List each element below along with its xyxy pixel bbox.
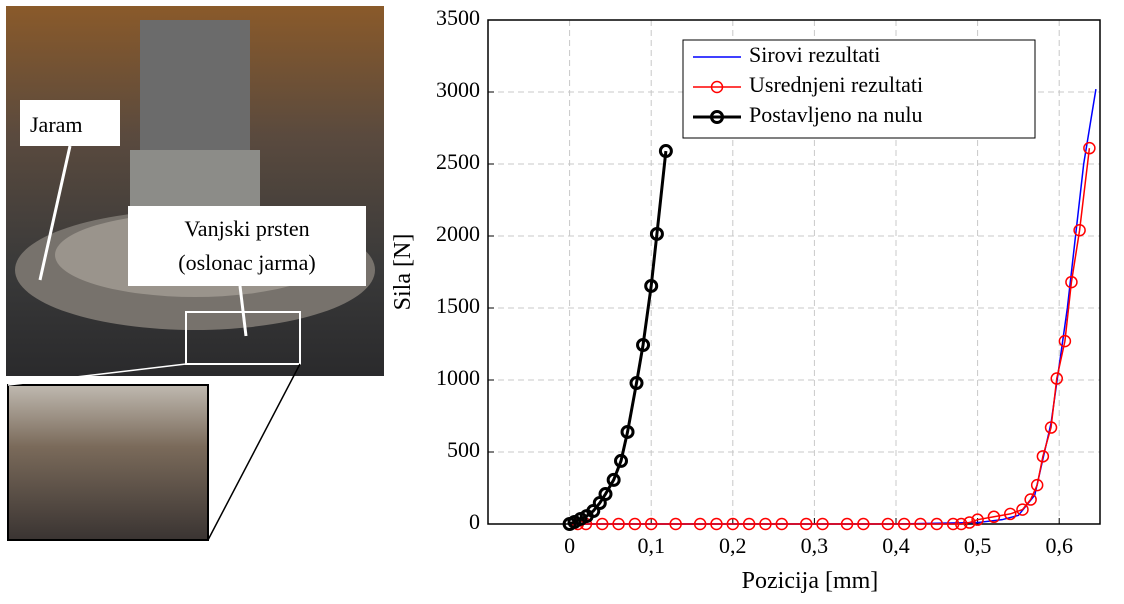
marker bbox=[775, 517, 789, 531]
x-axis-label: Pozicija [mm] bbox=[742, 568, 879, 594]
inset-photo bbox=[7, 384, 209, 541]
legend-label: Usrednjeni rezultati bbox=[749, 72, 923, 97]
photo-label: Vanjski prsten bbox=[184, 216, 309, 241]
pointer bbox=[38, 145, 72, 281]
series-line bbox=[569, 148, 1091, 525]
y-tick-label: 500 bbox=[447, 437, 480, 462]
press-column bbox=[140, 20, 250, 150]
pointer bbox=[238, 285, 248, 337]
marker bbox=[710, 517, 723, 531]
y-tick-label: 0 bbox=[469, 509, 480, 534]
y-tick-label: 3500 bbox=[436, 5, 480, 30]
label-box bbox=[20, 100, 120, 146]
marker bbox=[606, 472, 621, 487]
marker bbox=[1016, 503, 1029, 516]
marker bbox=[629, 376, 644, 391]
marker bbox=[595, 517, 609, 531]
marker bbox=[1073, 223, 1086, 237]
marker bbox=[598, 487, 613, 502]
marker bbox=[644, 517, 658, 531]
marker bbox=[987, 510, 1001, 524]
y-tick-label: 1000 bbox=[436, 365, 480, 390]
legend-box bbox=[682, 39, 1036, 139]
marker bbox=[955, 517, 968, 531]
marker bbox=[693, 517, 707, 531]
marker bbox=[658, 144, 673, 159]
x-tick-label: 0 bbox=[564, 533, 575, 558]
zoom-line bbox=[7, 363, 187, 386]
marker bbox=[1003, 507, 1017, 521]
marker bbox=[971, 513, 984, 526]
x-tick-label: 0,4 bbox=[882, 533, 910, 558]
marker bbox=[930, 517, 944, 531]
marker bbox=[946, 517, 960, 531]
photo-label: (oslonac jarma) bbox=[178, 250, 315, 275]
y-tick-label: 3000 bbox=[436, 77, 480, 102]
photo: Jaram Vanjski prsten (oslonac jarma) bbox=[6, 6, 384, 541]
marker bbox=[586, 504, 601, 519]
marker bbox=[963, 516, 976, 529]
x-tick-label: 0,6 bbox=[1045, 533, 1073, 558]
marker bbox=[620, 424, 635, 439]
marker bbox=[1065, 275, 1078, 289]
marker bbox=[636, 338, 651, 353]
marker bbox=[612, 517, 625, 531]
marker bbox=[816, 517, 829, 531]
marker bbox=[881, 517, 895, 531]
marker bbox=[628, 517, 642, 531]
x-tick-label: 0,5 bbox=[964, 533, 992, 558]
marker bbox=[649, 226, 664, 241]
series-line bbox=[569, 150, 668, 526]
photo-label: Jaram bbox=[30, 112, 83, 137]
marker bbox=[914, 517, 927, 531]
marker bbox=[1036, 450, 1050, 463]
marker bbox=[644, 278, 659, 293]
marker bbox=[742, 517, 756, 531]
marker bbox=[799, 517, 813, 531]
marker bbox=[1050, 372, 1064, 385]
marker bbox=[840, 517, 854, 531]
y-axis-label: Sila [N] bbox=[390, 234, 416, 311]
y-tick-label: 2500 bbox=[436, 149, 480, 174]
marker bbox=[1024, 493, 1037, 506]
zoom-line bbox=[207, 363, 301, 541]
marker bbox=[726, 517, 740, 531]
marker bbox=[1030, 478, 1044, 492]
marker bbox=[897, 517, 911, 531]
marker bbox=[1044, 421, 1058, 434]
x-tick-label: 0,1 bbox=[637, 533, 665, 558]
marker bbox=[1058, 334, 1072, 348]
x-tick-label: 0,3 bbox=[801, 533, 829, 558]
x-tick-label: 0,2 bbox=[719, 533, 747, 558]
marker bbox=[1083, 141, 1096, 155]
legend-label: Postavljeno na nulu bbox=[749, 102, 923, 127]
y-tick-label: 1500 bbox=[436, 293, 480, 318]
label-box bbox=[128, 206, 366, 286]
y-tick-label: 2000 bbox=[436, 221, 480, 246]
legend-marker bbox=[710, 80, 724, 94]
marker bbox=[669, 517, 682, 531]
marker bbox=[857, 517, 870, 531]
legend-marker bbox=[710, 110, 724, 124]
marker bbox=[759, 517, 772, 531]
press-base bbox=[130, 150, 260, 210]
marker bbox=[614, 453, 629, 468]
legend-label: Sirovi rezultati bbox=[749, 42, 880, 67]
